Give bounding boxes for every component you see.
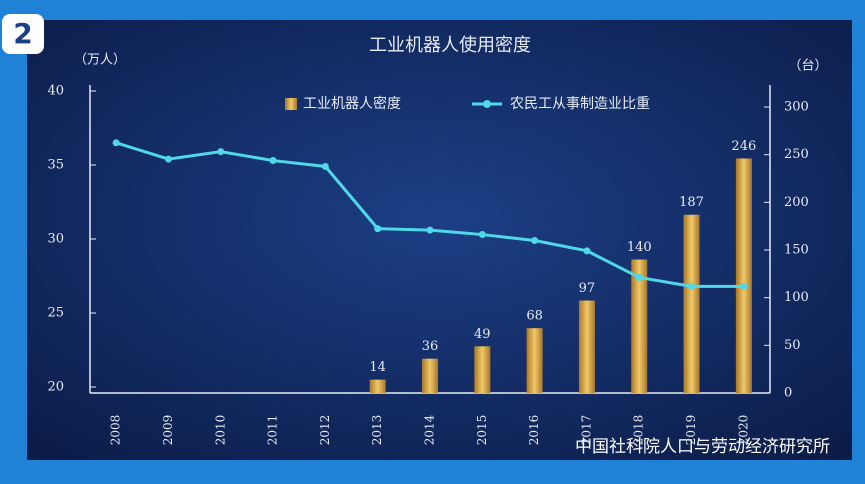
bar <box>526 328 543 393</box>
line-point <box>426 226 434 234</box>
bar <box>683 214 700 393</box>
y2-tick-label: 200 <box>784 195 809 210</box>
line-point <box>531 236 539 244</box>
bar <box>631 259 648 393</box>
x-tick-label: 2020 <box>736 415 750 446</box>
bar-value-label: 68 <box>526 309 543 324</box>
x-tick-label: 2016 <box>527 415 541 446</box>
line-point <box>321 162 329 170</box>
line-point <box>164 155 172 163</box>
y-tick-label: 25 <box>47 306 64 321</box>
legend-swatch <box>285 98 297 110</box>
line-point <box>583 247 591 255</box>
y2-tick-label: 0 <box>784 386 792 401</box>
x-tick-label: 2010 <box>213 415 227 446</box>
bar <box>578 300 595 393</box>
x-tick-label: 2008 <box>109 415 123 446</box>
bar-value-label: 49 <box>474 327 491 342</box>
line-point <box>740 282 748 290</box>
bar <box>369 379 386 393</box>
bar-value-label: 140 <box>627 240 652 255</box>
line-point <box>688 282 696 290</box>
x-tick-label: 2012 <box>318 415 332 446</box>
y-tick-label: 40 <box>47 84 64 99</box>
chart-panel <box>27 20 852 460</box>
legend-swatch-dot <box>483 100 491 108</box>
y-tick-label: 35 <box>47 158 64 173</box>
x-tick-label: 2018 <box>632 415 646 446</box>
x-tick-label: 2017 <box>579 415 593 446</box>
badge: 2 <box>13 17 32 50</box>
y2-tick-label: 300 <box>784 100 809 115</box>
x-tick-label: 2019 <box>684 415 698 446</box>
line-point <box>478 231 486 239</box>
y-tick-label: 30 <box>47 232 64 247</box>
y2-tick-label: 100 <box>784 290 809 305</box>
bar <box>422 358 438 393</box>
line-point <box>374 225 382 233</box>
legend-label: 农民工从事制造业比重 <box>510 96 650 112</box>
y-tick-label: 20 <box>47 380 64 395</box>
y2-axis-label: （台） <box>788 59 827 74</box>
line-point <box>217 148 225 156</box>
line-point <box>112 139 120 147</box>
x-tick-label: 2015 <box>475 415 489 446</box>
x-tick-label: 2011 <box>266 415 280 446</box>
line-point <box>635 273 643 281</box>
y2-tick-label: 150 <box>784 243 809 258</box>
badge-box <box>2 14 44 54</box>
legend-label: 工业机器人密度 <box>303 95 401 112</box>
chart-title: 工业机器人使用密度 <box>369 35 531 56</box>
bar <box>735 158 752 393</box>
y-axis-label: （万人） <box>74 53 126 68</box>
watermark: 中国社科院人口与劳动经济研究所 <box>575 437 830 457</box>
bar-value-label: 97 <box>579 281 596 296</box>
bar-value-label: 14 <box>369 360 386 375</box>
x-tick-label: 2013 <box>370 415 384 446</box>
y2-tick-label: 250 <box>784 147 809 162</box>
bar <box>474 346 491 393</box>
x-tick-label: 2014 <box>423 414 437 445</box>
x-tick-label: 2009 <box>161 415 175 446</box>
bar-value-label: 246 <box>731 139 756 154</box>
bar-value-label: 187 <box>679 195 704 210</box>
bar-value-label: 36 <box>422 339 439 354</box>
line-point <box>269 157 277 165</box>
y2-tick-label: 50 <box>784 338 801 353</box>
